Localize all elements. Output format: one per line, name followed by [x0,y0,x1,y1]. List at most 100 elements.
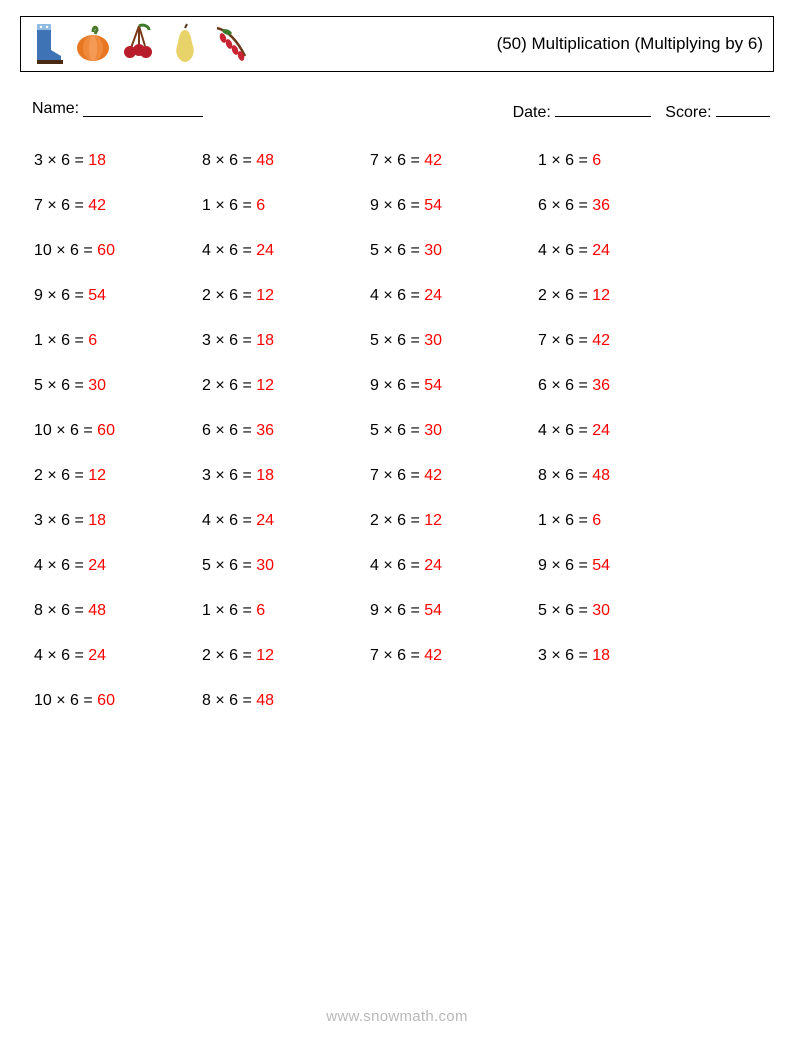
score-blank[interactable] [716,100,770,117]
problem-cell: 7 × 6 = 42 [370,467,538,485]
problem-question: 5 × 6 = [538,602,592,619]
problem-cell: 1 × 6 = 6 [538,512,706,530]
footer-url: www.snowmath.com [0,1008,794,1025]
problem-cell: 2 × 6 = 12 [34,467,202,485]
problem-cell: 6 × 6 = 36 [538,197,706,215]
problem-cell: 9 × 6 = 54 [34,287,202,305]
name-blank[interactable] [83,100,203,117]
worksheet-title: (50) Multiplication (Multiplying by 6) [497,34,763,54]
problem-question: 9 × 6 = [34,287,88,304]
problem-cell: 7 × 6 = 42 [34,197,202,215]
problem-answer: 24 [88,557,106,574]
problem-question: 7 × 6 = [34,197,88,214]
problem-row: 10 × 6 = 608 × 6 = 48 [34,692,774,710]
problem-question: 2 × 6 = [202,377,256,394]
problem-row: 4 × 6 = 245 × 6 = 304 × 6 = 249 × 6 = 54 [34,557,774,575]
problem-answer: 12 [592,287,610,304]
problem-answer: 30 [592,602,610,619]
problem-answer: 24 [592,242,610,259]
problem-answer: 30 [256,557,274,574]
problem-cell: 9 × 6 = 54 [370,197,538,215]
problem-cell: 7 × 6 = 42 [370,647,538,665]
problem-answer: 18 [88,152,106,169]
problem-answer: 42 [592,332,610,349]
problem-answer: 42 [424,647,442,664]
problem-answer: 60 [97,422,115,439]
problem-cell: 4 × 6 = 24 [370,287,538,305]
date-field: Date: [513,100,652,122]
worksheet-page: (50) Multiplication (Multiplying by 6) N… [0,0,794,710]
problem-question: 8 × 6 = [202,152,256,169]
problem-row: 1 × 6 = 63 × 6 = 185 × 6 = 307 × 6 = 42 [34,332,774,350]
problem-question: 6 × 6 = [202,422,256,439]
problem-answer: 60 [97,242,115,259]
problem-cell: 3 × 6 = 18 [538,647,706,665]
header-box: (50) Multiplication (Multiplying by 6) [20,16,774,72]
problem-question: 2 × 6 = [34,467,88,484]
date-blank[interactable] [555,100,651,117]
problem-row: 8 × 6 = 481 × 6 = 69 × 6 = 545 × 6 = 30 [34,602,774,620]
problem-answer: 18 [256,467,274,484]
problem-question: 10 × 6 = [34,692,97,709]
problem-question: 8 × 6 = [538,467,592,484]
problem-question: 8 × 6 = [34,602,88,619]
problem-question: 4 × 6 = [34,557,88,574]
problem-answer: 24 [592,422,610,439]
problem-cell: 1 × 6 = 6 [202,197,370,215]
problem-row: 3 × 6 = 188 × 6 = 487 × 6 = 421 × 6 = 6 [34,152,774,170]
problem-cell: 8 × 6 = 48 [202,692,370,710]
problem-question: 2 × 6 = [202,647,256,664]
problem-answer: 12 [256,377,274,394]
problem-cell: 2 × 6 = 12 [202,377,370,395]
problem-answer: 48 [592,467,610,484]
problem-cell: 9 × 6 = 54 [370,377,538,395]
problem-answer: 6 [256,197,265,214]
problem-cell: 3 × 6 = 18 [202,467,370,485]
problem-cell: 2 × 6 = 12 [202,287,370,305]
problem-answer: 54 [424,197,442,214]
problem-cell: 1 × 6 = 6 [538,152,706,170]
problem-answer: 54 [424,602,442,619]
problem-question: 4 × 6 = [202,242,256,259]
problem-answer: 24 [424,287,442,304]
problem-question: 9 × 6 = [370,377,424,394]
problem-cell: 3 × 6 = 18 [34,152,202,170]
problem-cell: 2 × 6 = 12 [370,512,538,530]
problem-question: 5 × 6 = [370,332,424,349]
problem-question: 1 × 6 = [538,512,592,529]
problem-row: 2 × 6 = 123 × 6 = 187 × 6 = 428 × 6 = 48 [34,467,774,485]
problem-answer: 24 [256,512,274,529]
problem-cell: 4 × 6 = 24 [34,557,202,575]
problem-cell: 5 × 6 = 30 [370,422,538,440]
problem-question: 6 × 6 = [538,377,592,394]
problem-question: 4 × 6 = [538,422,592,439]
problem-question: 3 × 6 = [34,152,88,169]
problem-answer: 48 [88,602,106,619]
problem-question: 5 × 6 = [34,377,88,394]
problem-question: 6 × 6 = [538,197,592,214]
problem-cell: 5 × 6 = 30 [202,557,370,575]
problem-question: 3 × 6 = [538,647,592,664]
problem-question: 9 × 6 = [370,602,424,619]
problem-answer: 6 [592,152,601,169]
meta-row: Name: Date: Score: [20,100,774,122]
problem-row: 5 × 6 = 302 × 6 = 129 × 6 = 546 × 6 = 36 [34,377,774,395]
problem-row: 7 × 6 = 421 × 6 = 69 × 6 = 546 × 6 = 36 [34,197,774,215]
problem-cell: 3 × 6 = 18 [34,512,202,530]
problem-cell: 2 × 6 = 12 [202,647,370,665]
problem-answer: 6 [256,602,265,619]
problem-cell: 8 × 6 = 48 [202,152,370,170]
problem-question: 3 × 6 = [202,467,256,484]
pear-icon [165,22,205,66]
problem-question: 1 × 6 = [34,332,88,349]
problem-question: 2 × 6 = [538,287,592,304]
problem-question: 8 × 6 = [202,692,256,709]
problem-cell: 6 × 6 = 36 [538,377,706,395]
problem-cell: 4 × 6 = 24 [34,647,202,665]
name-label: Name: [32,100,79,122]
problem-cell: 5 × 6 = 30 [538,602,706,620]
problem-cell: 8 × 6 = 48 [34,602,202,620]
problem-cell: 5 × 6 = 30 [370,332,538,350]
problem-question: 4 × 6 = [538,242,592,259]
problem-question: 10 × 6 = [34,242,97,259]
